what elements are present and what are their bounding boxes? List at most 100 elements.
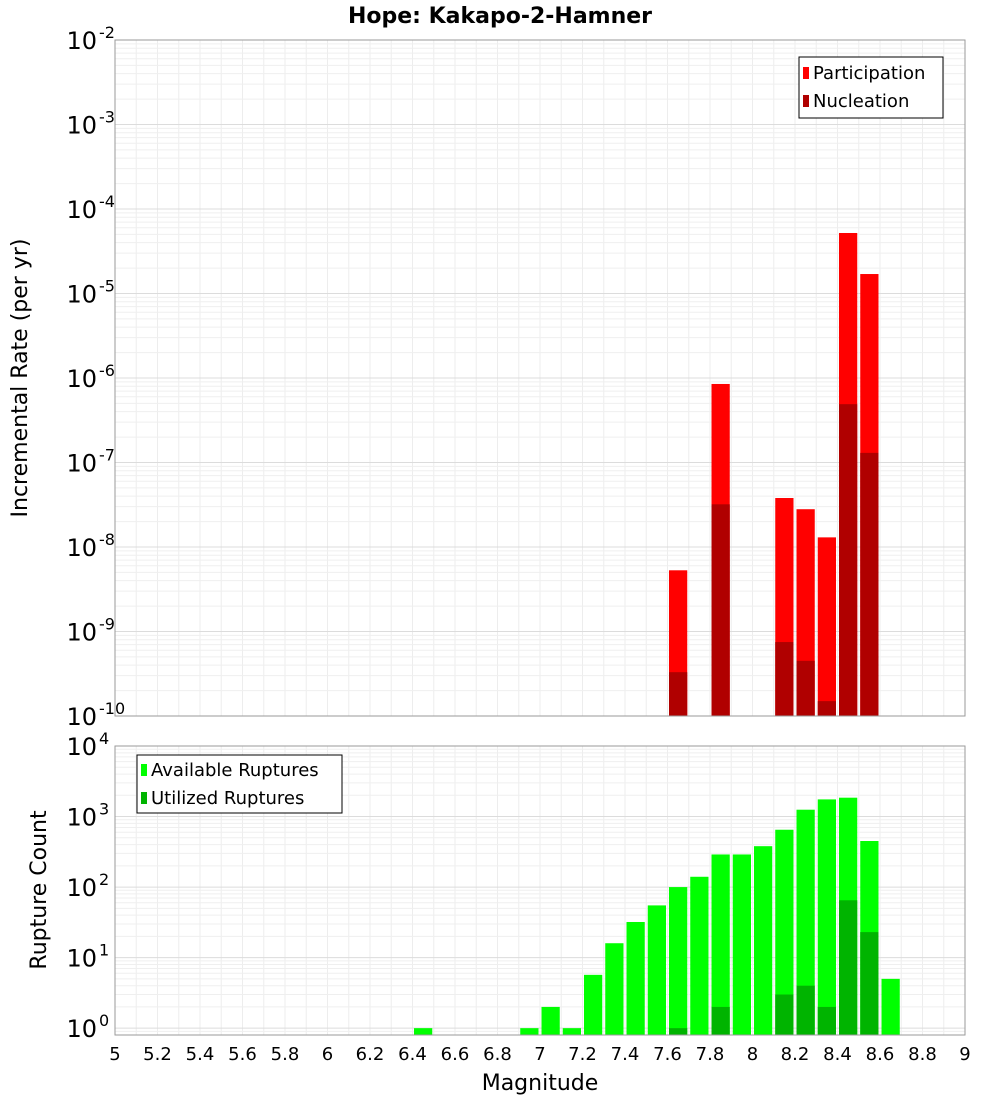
x-tick-labels: 5 5.2 5.4 5.6 5.8 6 6.2 6.4 6.6 6.8 7 7.2 7.4 7.6 7.8 8…: [109, 1044, 970, 1065]
participation-bar: [817, 537, 836, 716]
x-axis-title: Magnitude: [482, 1071, 599, 1096]
count-y-tick-exponent: 0: [99, 1011, 109, 1030]
utilized-ruptures-bar: [775, 994, 794, 1035]
rate-y-tick-exponent: -8: [99, 530, 115, 549]
nucleation-bar: [669, 672, 688, 716]
utilized-ruptures-bar: [796, 985, 815, 1035]
count-y-axis-title: Rupture Count: [27, 810, 52, 970]
count-y-tick-base: 10: [66, 1015, 97, 1043]
rate-panel: 10-210-310-410-510-610-710-810-910-10 In…: [8, 23, 966, 731]
rate-legend: Participation Nucleation: [798, 56, 944, 119]
x-tick-label: 5.4: [186, 1044, 215, 1065]
rate-y-tick-base: 10: [66, 450, 97, 478]
utilized-ruptures-bar: [839, 900, 858, 1035]
available-ruptures-bar: [775, 829, 794, 1035]
available-ruptures-bar: [562, 1028, 581, 1035]
rate-y-tick-base: 10: [66, 534, 97, 562]
x-tick-label: 6: [322, 1044, 333, 1065]
rate-bars: [669, 232, 879, 716]
x-tick-label: 5.2: [143, 1044, 172, 1065]
utilized-ruptures-bar: [860, 932, 879, 1035]
count-y-tick-exponent: 1: [99, 941, 109, 960]
rate-y-tick-exponent: -5: [99, 277, 115, 296]
utilized-ruptures-legend-label: Utilized Ruptures: [151, 788, 304, 809]
rate-y-tick-base: 10: [66, 281, 97, 309]
rate-y-tick-base: 10: [66, 196, 97, 224]
participation-swatch: [803, 67, 809, 79]
x-tick-label: 8.4: [823, 1044, 852, 1065]
x-tick-label: 7.8: [696, 1044, 725, 1065]
x-tick-label: 7.2: [568, 1044, 597, 1065]
available-ruptures-bar: [669, 887, 688, 1035]
available-ruptures-bar: [414, 1028, 433, 1035]
x-tick-label: 8: [747, 1044, 758, 1065]
x-tick-label: 5: [109, 1044, 120, 1065]
rate-plot-frame: [114, 39, 966, 717]
nucleation-bar: [839, 404, 858, 716]
count-y-tick-exponent: 4: [99, 729, 109, 748]
rate-y-tick-exponent: -2: [99, 23, 115, 42]
rate-y-tick-exponent: -9: [99, 615, 115, 634]
rate-y-axis-title: Incremental Rate (per yr): [8, 239, 33, 518]
rate-grid: [114, 40, 966, 717]
x-tick-label: 6.4: [398, 1044, 427, 1065]
x-tick-label: 6.6: [441, 1044, 470, 1065]
x-tick-label: 9: [959, 1044, 970, 1065]
x-tick-label: 8.6: [866, 1044, 895, 1065]
available-ruptures-bar: [541, 1006, 560, 1035]
nucleation-bar: [860, 452, 879, 716]
rate-y-tick-exponent: -3: [99, 108, 115, 127]
nucleation-bar: [711, 504, 730, 716]
rate-y-tick-base: 10: [66, 619, 97, 647]
rate-y-tick-exponent: -10: [99, 699, 125, 718]
nucleation-bar: [775, 642, 794, 716]
nucleation-legend-label: Nucleation: [813, 91, 909, 112]
rate-y-tick-exponent: -7: [99, 446, 115, 465]
count-plot-frame: [114, 745, 966, 1036]
available-ruptures-bar: [754, 846, 773, 1035]
x-tick-label: 7.6: [653, 1044, 682, 1065]
count-y-tick-exponent: 3: [99, 800, 109, 819]
utilized-ruptures-swatch: [141, 792, 147, 804]
available-ruptures-bar: [881, 978, 900, 1035]
rate-y-tick-base: 10: [66, 365, 97, 393]
available-ruptures-bar: [817, 799, 836, 1035]
rate-y-tick-exponent: -4: [99, 192, 115, 211]
x-tick-label: 8.8: [908, 1044, 937, 1065]
x-tick-label: 5.6: [228, 1044, 257, 1065]
utilized-ruptures-bar: [669, 1028, 688, 1035]
count-legend-box: [136, 754, 343, 814]
rate-legend-box: [798, 56, 944, 119]
rate-y-tick-base: 10: [66, 112, 97, 140]
available-ruptures-bar: [732, 854, 751, 1035]
x-tick-label: 6.8: [483, 1044, 512, 1065]
rate-y-tick-base: 10: [66, 27, 97, 55]
x-tick-label: 6.2: [356, 1044, 385, 1065]
available-ruptures-bar: [796, 809, 815, 1035]
count-y-tick-base: 10: [66, 804, 97, 832]
utilized-ruptures-bar: [711, 1006, 730, 1035]
rate-y-tick-base: 10: [66, 703, 97, 731]
utilized-ruptures-bar: [817, 1006, 836, 1035]
count-y-tick-exponent: 2: [99, 870, 109, 889]
available-ruptures-legend-label: Available Ruptures: [151, 760, 319, 781]
x-tick-label: 5.8: [271, 1044, 300, 1065]
rate-y-tick-exponent: -6: [99, 361, 115, 380]
available-ruptures-swatch: [141, 764, 147, 776]
count-legend: Available Ruptures Utilized Ruptures: [136, 754, 343, 814]
available-ruptures-bar: [605, 943, 624, 1035]
chart-title: Hope: Kakapo-2-Hamner: [348, 4, 652, 29]
x-tick-label: 7: [534, 1044, 545, 1065]
count-y-tick-base: 10: [66, 874, 97, 902]
count-y-tick-base: 10: [66, 945, 97, 973]
available-ruptures-bar: [711, 854, 730, 1035]
available-ruptures-bar: [584, 974, 603, 1035]
count-bars: [414, 797, 900, 1035]
count-y-tick-base: 10: [66, 733, 97, 761]
x-tick-label: 8.2: [781, 1044, 810, 1065]
available-ruptures-bar: [690, 876, 709, 1035]
available-ruptures-bar: [647, 905, 666, 1035]
